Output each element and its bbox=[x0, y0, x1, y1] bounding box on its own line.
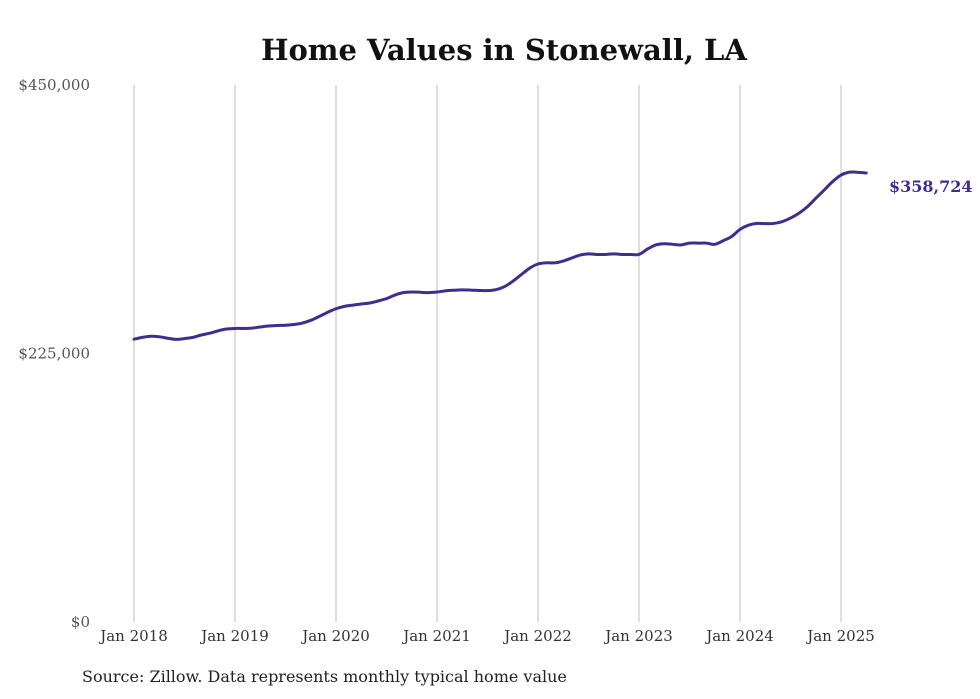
x-tick-label: Jan 2021 bbox=[401, 627, 471, 645]
gridlines bbox=[133, 85, 842, 622]
x-tick-label: Jan 2023 bbox=[603, 627, 673, 645]
x-tick-label: Jan 2025 bbox=[805, 627, 875, 645]
x-tick-label: Jan 2022 bbox=[502, 627, 572, 645]
x-tick-label: Jan 2018 bbox=[98, 627, 168, 645]
y-axis-ticks: $0 $225,000 $450,000 bbox=[18, 76, 90, 631]
latest-value-label: $358,724 bbox=[889, 177, 973, 196]
y-tick-label: $450,000 bbox=[18, 76, 90, 94]
y-tick-label: $0 bbox=[71, 613, 90, 631]
x-tick-label: Jan 2019 bbox=[199, 627, 269, 645]
home-value-line bbox=[132, 170, 868, 341]
x-axis-ticks: Jan 2018 Jan 2019 Jan 2020 Jan 2021 Jan 2022… bbox=[98, 627, 875, 645]
source-note: Source: Zillow. Data represents monthly … bbox=[82, 667, 567, 686]
x-tick-label: Jan 2020 bbox=[300, 627, 370, 645]
y-tick-label: $225,000 bbox=[18, 345, 90, 363]
x-tick-label: Jan 2024 bbox=[704, 627, 774, 645]
chart-title: Home Values in Stonewall, LA bbox=[261, 33, 747, 67]
